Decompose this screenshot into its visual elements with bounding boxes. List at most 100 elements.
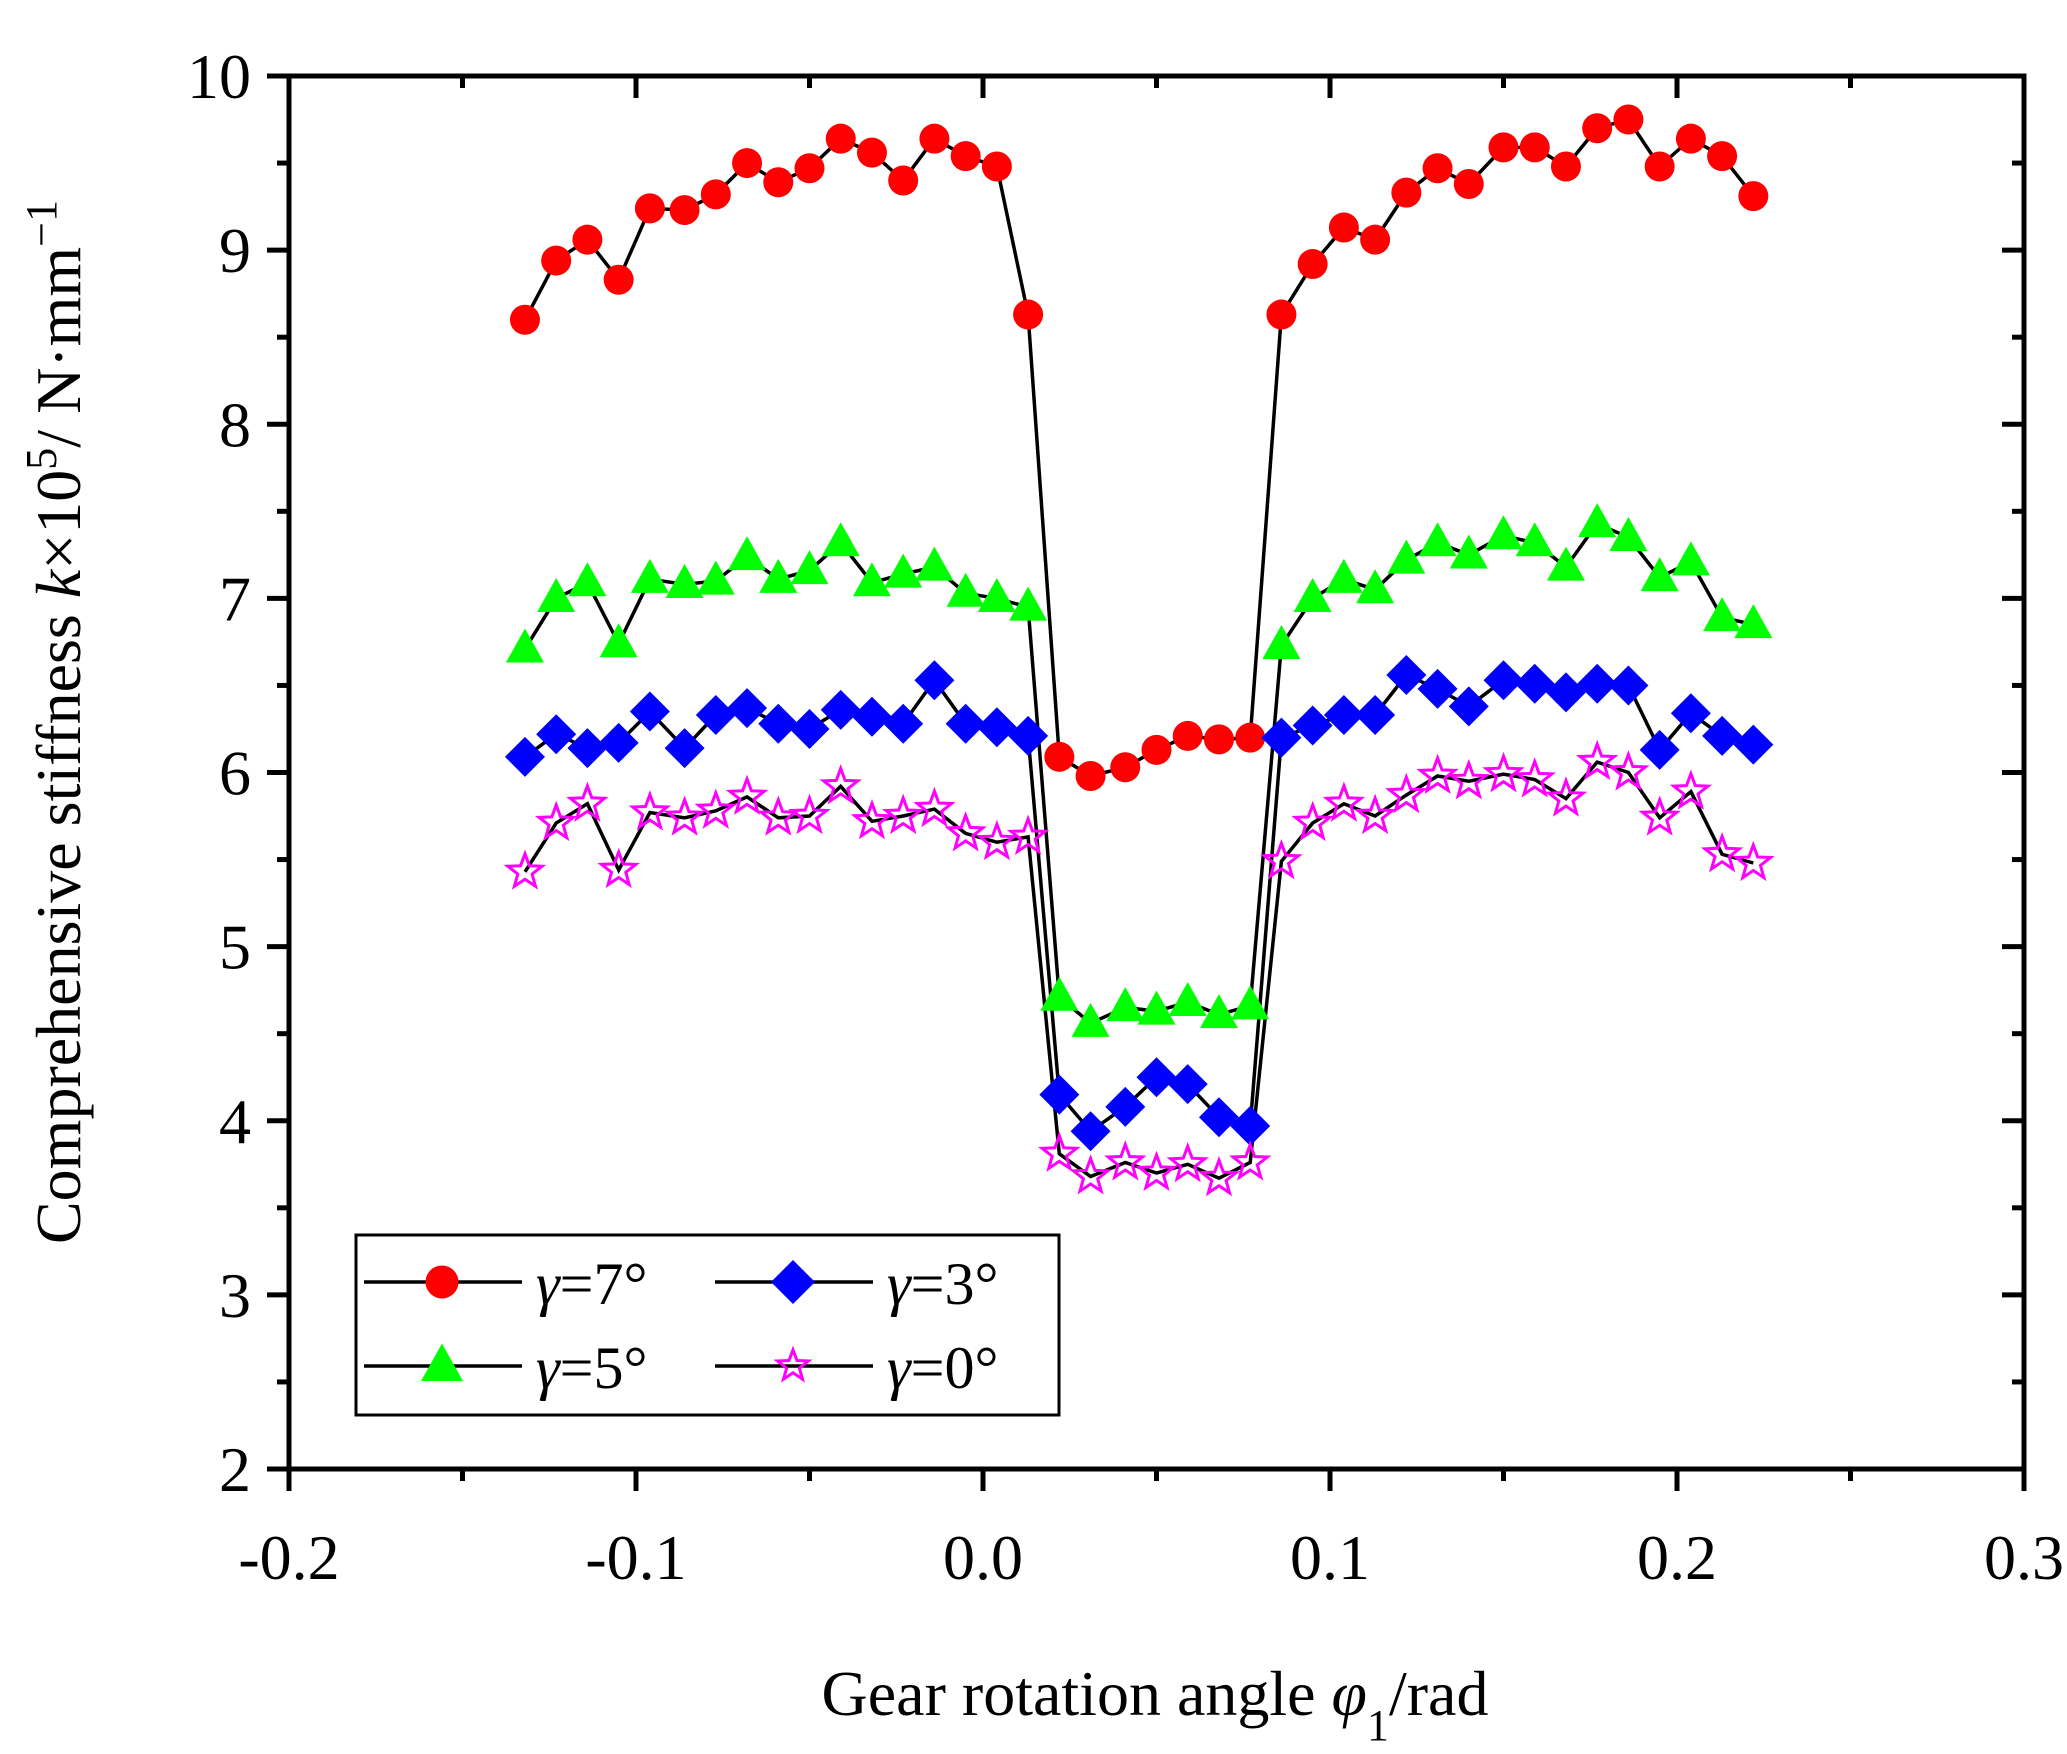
data-point-diamond xyxy=(727,688,768,729)
data-point-circle xyxy=(1235,722,1266,753)
data-point-star-open xyxy=(1353,793,1397,835)
data-point-circle xyxy=(888,165,919,196)
data-point-star-open xyxy=(1322,781,1366,822)
data-point-star-open xyxy=(1197,1155,1241,1197)
data-point-star-open xyxy=(566,781,609,822)
y-tick-label: 10 xyxy=(187,41,251,112)
data-point-triangle xyxy=(1449,534,1488,569)
data-point-star-open xyxy=(1607,750,1650,791)
data-point-star-open xyxy=(1166,1141,1209,1183)
y-tick-label: 6 xyxy=(219,738,251,809)
data-point-star-open xyxy=(788,793,831,835)
data-point-circle xyxy=(541,245,572,276)
data-point-star-open xyxy=(913,786,956,828)
data-point-star-open xyxy=(1669,769,1713,810)
data-point-circle xyxy=(700,179,731,210)
data-point-circle xyxy=(1360,224,1391,255)
data-point-circle xyxy=(1738,181,1769,212)
y-tick-label: 9 xyxy=(219,215,251,286)
data-point-circle xyxy=(1550,151,1581,182)
data-point-circle xyxy=(856,137,887,168)
data-point-circle xyxy=(794,153,825,184)
data-point-diamond xyxy=(1323,695,1364,736)
data-point-star-open xyxy=(1732,840,1775,882)
data-point-diamond xyxy=(1136,1057,1177,1098)
data-point-circle xyxy=(763,167,794,198)
data-point-circle xyxy=(1644,151,1675,182)
data-point-triangle xyxy=(568,562,607,597)
data-point-triangle xyxy=(1671,541,1710,576)
data-point-star-open xyxy=(663,795,706,836)
data-point-diamond xyxy=(758,703,799,744)
data-point-triangle xyxy=(884,553,923,588)
legend-value: =7° xyxy=(560,1251,648,1317)
data-point-diamond xyxy=(1608,665,1649,706)
legend-label: γ=3° xyxy=(887,1251,999,1317)
data-point-star-open xyxy=(1228,1140,1272,1181)
data-point-diamond xyxy=(1261,717,1302,758)
data-point-star-open xyxy=(1006,814,1050,856)
data-point-triangle xyxy=(1324,558,1363,593)
data-point-triangle xyxy=(1546,546,1585,581)
data-point-diamond xyxy=(914,660,955,701)
y-tick-label: 8 xyxy=(219,389,251,460)
y-tick-label: 3 xyxy=(219,1260,251,1331)
data-point-diamond xyxy=(1417,668,1458,709)
data-point-triangle xyxy=(728,536,767,571)
data-point-circle xyxy=(1488,132,1519,163)
data-point-circle xyxy=(950,141,981,172)
data-point-circle xyxy=(1519,132,1550,163)
data-point-circle xyxy=(1328,212,1359,243)
data-point-star-open xyxy=(694,788,738,829)
data-point-star-open xyxy=(1069,1154,1112,1195)
legend-value: =5° xyxy=(560,1335,648,1401)
data-point-star-open xyxy=(975,819,1019,861)
data-point-star-open xyxy=(534,800,578,842)
legend-symbol: γ xyxy=(887,1251,912,1317)
data-point-circle xyxy=(1422,153,1453,184)
data-point-triangle xyxy=(915,546,954,581)
data-point-diamond xyxy=(1702,715,1743,756)
data-point-star-open xyxy=(628,790,672,831)
data-point-triangle xyxy=(852,562,891,597)
data-point-diamond xyxy=(536,714,577,755)
data-point-circle xyxy=(1172,720,1203,751)
series-markers xyxy=(503,104,1775,1197)
data-point-triangle xyxy=(505,628,544,663)
data-point-circle xyxy=(509,304,540,335)
data-point-circle xyxy=(825,123,856,154)
legend-symbol: γ xyxy=(536,1251,561,1317)
data-point-star-open xyxy=(1638,795,1681,836)
x-tick-label: 0.1 xyxy=(1290,1522,1370,1593)
legend-marker-star-open xyxy=(773,1345,813,1383)
legend-box xyxy=(354,1233,1061,1417)
series-line-3 xyxy=(523,760,1754,1181)
data-point-diamond xyxy=(504,736,545,777)
data-point-triangle xyxy=(665,564,704,599)
data-point-triangle xyxy=(946,572,985,607)
data-point-star-open xyxy=(1513,757,1556,798)
legend-marker-diamond xyxy=(771,1260,815,1304)
data-point-circle xyxy=(572,224,603,255)
data-point-star-open xyxy=(725,774,769,815)
data-point-circle xyxy=(1110,752,1141,783)
data-point-star-open xyxy=(850,798,894,840)
y-tick-label: 4 xyxy=(219,1086,251,1157)
x-tick-label: 0.2 xyxy=(1637,1522,1717,1593)
data-point-triangle xyxy=(1106,987,1145,1022)
data-point-diamond xyxy=(598,722,639,763)
series-line-0 xyxy=(523,117,1755,778)
data-point-star-open xyxy=(1575,739,1619,781)
data-point-star-open xyxy=(1038,1131,1081,1172)
data-point-star-open xyxy=(1385,772,1428,814)
data-point-triangle xyxy=(1484,515,1523,550)
data-point-triangle xyxy=(1418,522,1457,557)
data-point-circle xyxy=(1391,177,1422,208)
data-point-diamond xyxy=(820,689,861,730)
data-point-triangle xyxy=(1040,976,1079,1011)
data-point-diamond xyxy=(1070,1111,1111,1152)
data-point-star-open xyxy=(1135,1150,1178,1191)
data-point-diamond xyxy=(1577,663,1618,704)
legend-value: =3° xyxy=(911,1251,999,1317)
